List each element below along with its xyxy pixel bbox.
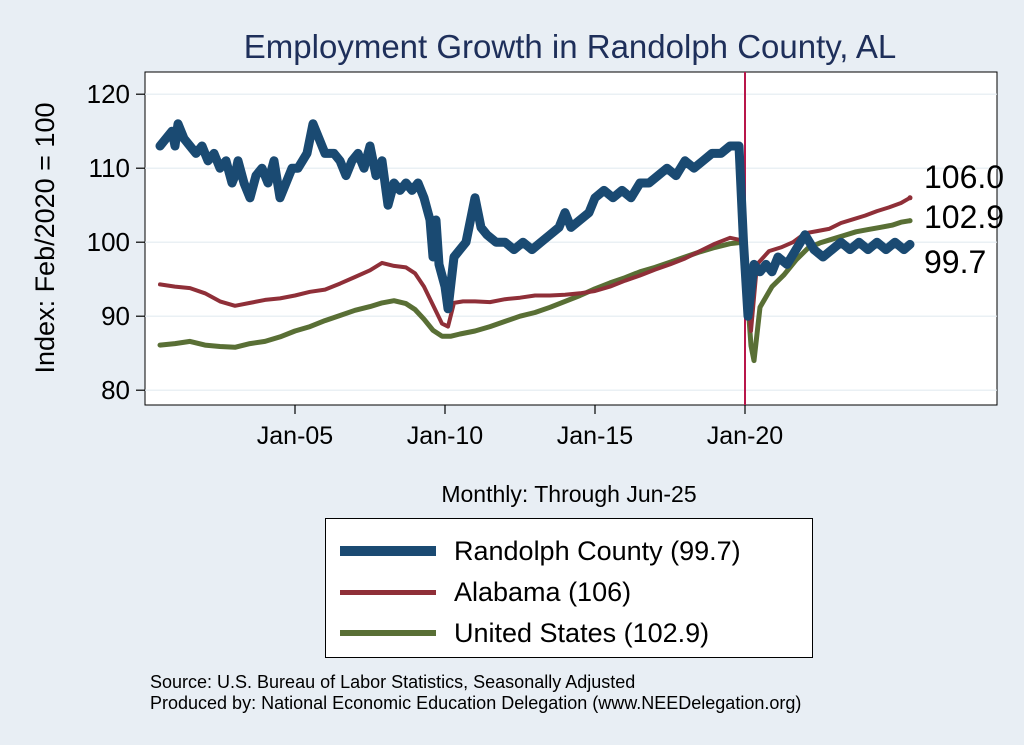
plot-area bbox=[144, 71, 998, 406]
end-value-label: 102.9 bbox=[924, 199, 1004, 235]
x-tick-label: Jan-05 bbox=[257, 422, 333, 450]
series-end-marker bbox=[907, 241, 913, 247]
legend-swatch-randolph bbox=[340, 546, 436, 556]
x-tick-label: Jan-20 bbox=[707, 422, 783, 450]
legend-label-alabama: Alabama (106) bbox=[454, 576, 632, 607]
x-axis-label: Monthly: Through Jun-25 bbox=[441, 481, 696, 507]
y-tick-label: 120 bbox=[87, 79, 130, 109]
x-tick-label: Jan-15 bbox=[557, 422, 633, 450]
y-tick-label: 90 bbox=[101, 301, 130, 331]
legend: Randolph County (99.7) Alabama (106) Uni… bbox=[325, 518, 813, 658]
legend-item-united-states: United States (102.9) bbox=[340, 613, 709, 653]
legend-label-randolph: Randolph County (99.7) bbox=[454, 535, 741, 566]
chart-title: Employment Growth in Randolph County, AL bbox=[244, 28, 896, 65]
y-tick-label: 80 bbox=[101, 375, 130, 405]
x-tick-label: Jan-10 bbox=[407, 422, 483, 450]
series-end-marker bbox=[907, 195, 913, 201]
producer-line: Produced by: National Economic Education… bbox=[150, 693, 802, 713]
series-line-randolph-county bbox=[155, 119, 915, 321]
legend-label-united-states: United States (102.9) bbox=[454, 617, 710, 648]
end-value-label: 106.0 bbox=[924, 159, 1004, 195]
legend-swatch-alabama bbox=[340, 589, 436, 595]
source-line: Source: U.S. Bureau of Labor Statistics,… bbox=[150, 672, 636, 692]
source-note: Source: U.S. Bureau of Labor Statistics,… bbox=[150, 672, 801, 714]
series-end-marker bbox=[907, 218, 913, 224]
legend-item-randolph: Randolph County (99.7) bbox=[340, 531, 741, 571]
y-tick-label: 100 bbox=[87, 227, 130, 257]
series-line-united-states bbox=[157, 218, 913, 364]
y-axis-label: Index: Feb/2020 = 100 bbox=[30, 103, 60, 374]
legend-item-alabama: Alabama (106) bbox=[340, 572, 631, 612]
y-tick-label: 110 bbox=[89, 153, 130, 183]
end-value-label: 99.7 bbox=[924, 244, 986, 280]
series-line-alabama bbox=[158, 195, 912, 333]
legend-swatch-united-states bbox=[340, 630, 436, 636]
